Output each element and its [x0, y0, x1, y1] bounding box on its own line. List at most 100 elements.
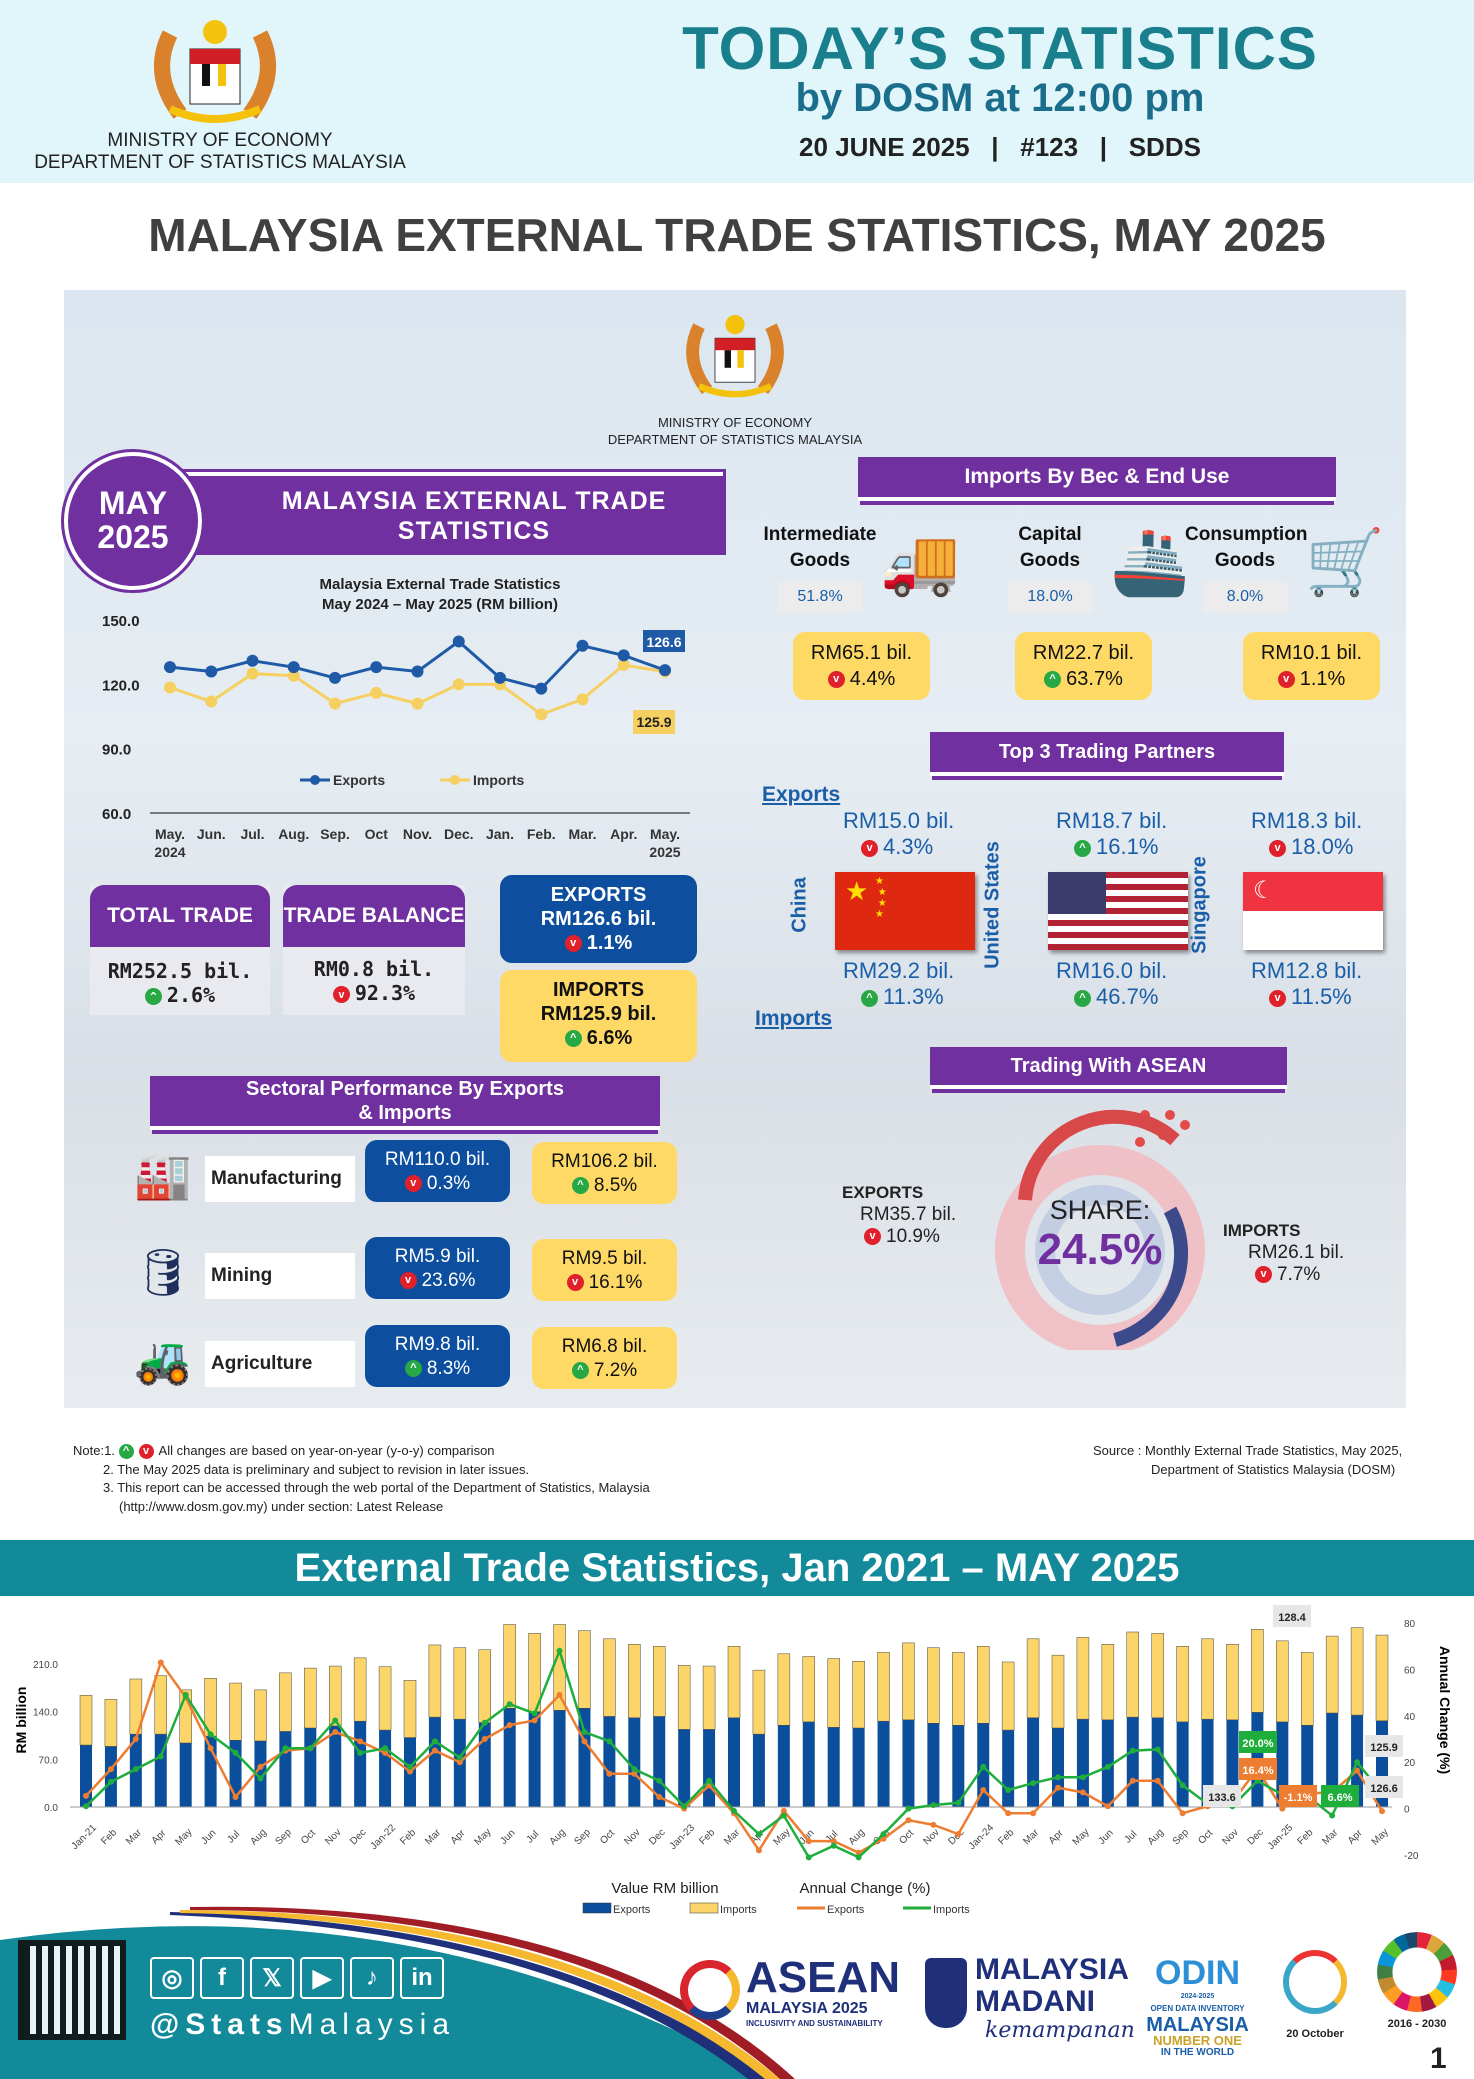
partner-import-value: RM29.2 bil. [843, 958, 955, 983]
linkedin-icon[interactable]: in [400, 1957, 444, 1999]
point-imports-change [880, 1831, 887, 1838]
arrow-down-icon: v [404, 1175, 422, 1193]
qr-code[interactable] [18, 1940, 126, 2040]
cargo-ship-icon: 🚢 [1110, 526, 1190, 598]
annotation-label: 126.6 [1370, 1783, 1398, 1795]
partner-export-change: 4.3% [883, 834, 934, 859]
badge-year: 2025 [97, 519, 169, 555]
point-imports-change [631, 1766, 638, 1773]
arrow-down-icon: v [1277, 671, 1295, 689]
point-exports-change [880, 1835, 887, 1842]
arrow-up-icon: ^ [564, 1030, 582, 1048]
point-exports-change [930, 1821, 937, 1828]
point-exports-change [506, 1722, 513, 1729]
partner-import: RM29.2 bil. ^ 11.3% [843, 958, 954, 1010]
partner-export-value: RM18.3 bil. [1251, 808, 1363, 833]
x-tick-label: Mar [423, 1827, 443, 1847]
sector-label: Agriculture [205, 1341, 355, 1387]
arrow-down-icon: v [864, 1228, 881, 1246]
point-imports-change [431, 1738, 438, 1745]
sector-import-box: RM6.8 bil. ^ 7.2% [532, 1327, 677, 1389]
sector-export-value: RM9.8 bil. [394, 1334, 481, 1355]
bar-imports [603, 1638, 616, 1717]
legend-title-value: Value RM billion [611, 1880, 718, 1897]
bec-value: RM65.1 bil. [810, 642, 913, 664]
asean-imports: IMPORTS RM26.1 bil. v 7.7% [1223, 1220, 1344, 1286]
asean-share-value: 24.5% [1037, 1225, 1163, 1274]
arrow-up-icon: ^ [404, 1360, 422, 1378]
partner-import-change: 11.3% [883, 984, 944, 1009]
asean-share-label: SHARE: [1049, 1195, 1151, 1225]
imports-last-label: 125.9 [636, 714, 671, 730]
bar-exports [1076, 1719, 1089, 1807]
point-imports-change [606, 1738, 613, 1745]
bar-exports [678, 1729, 691, 1807]
social-handle[interactable]: @StatsMalaysia [150, 2008, 455, 2042]
y-axis-label: RM billion [13, 1687, 29, 1754]
instagram-icon[interactable]: ◎ [150, 1957, 194, 1999]
bar-imports [1001, 1661, 1015, 1731]
partners-exports-label: Exports [762, 783, 841, 806]
annotation-label: 128.4 [1278, 1612, 1306, 1624]
point-exports-change [1354, 1767, 1361, 1774]
bec-value-box: RM65.1 bil. v 4.4% [793, 632, 930, 700]
point-exports-change [1104, 1803, 1111, 1810]
point-imports-change [207, 1731, 214, 1738]
youtube-icon[interactable]: ▶ [300, 1957, 344, 1999]
x-tick-label: May [772, 1827, 793, 1848]
data-point-imports [205, 695, 218, 708]
partner-import: RM16.0 bil. ^ 46.7% [1056, 958, 1167, 1010]
bar-imports [902, 1642, 915, 1721]
point-exports-change [805, 1838, 812, 1845]
x-tick-label: Jun. [197, 826, 226, 842]
legend-label: Exports [613, 1904, 651, 1916]
x-icon[interactable]: 𝕏 [250, 1957, 294, 1999]
point-exports-change [456, 1759, 463, 1766]
sector-import-value: RM9.5 bil. [561, 1248, 648, 1269]
bec-value: RM10.1 bil. [1260, 642, 1363, 664]
sdg-logo: 2016 - 2030 [1372, 1932, 1462, 2031]
arrow-down-icon: v [564, 935, 582, 953]
y2-tick-label: -20 [1404, 1851, 1419, 1862]
point-imports-change [382, 1745, 389, 1752]
partner-import-value: RM12.8 bil. [1251, 958, 1363, 983]
sector-import-change: 8.5% [593, 1175, 638, 1196]
y-tick-label: 210.0 [33, 1660, 58, 1671]
data-point-exports [287, 661, 300, 674]
facebook-icon[interactable]: f [200, 1957, 244, 1999]
exports-value: RM126.6 bil. [540, 908, 657, 930]
point-exports-change [431, 1747, 438, 1754]
x-tick-label: May [173, 1827, 194, 1848]
point-imports-change [1179, 1782, 1186, 1789]
arrow-up-icon: ^ [1074, 989, 1091, 1007]
legend-label: Imports [720, 1904, 757, 1916]
asean-banner: Trading With ASEAN [930, 1047, 1287, 1089]
bar-imports [1226, 1644, 1239, 1721]
x-tick-label: Jul [524, 1829, 541, 1846]
page-number: 1 [1430, 2042, 1447, 2075]
bar-imports [702, 1665, 716, 1730]
asean-exports-label: EXPORTS [842, 1183, 924, 1202]
note-2: 2. The May 2025 data is preliminary and … [103, 1461, 530, 1477]
bar-imports [628, 1644, 641, 1719]
month-badge: MAY 2025 [61, 449, 205, 593]
source-line-2: Department of Statistics Malaysia (DOSM) [1151, 1461, 1396, 1477]
x-tick-label: Aug. [278, 826, 309, 842]
point-imports-change [107, 1778, 114, 1785]
x-tick-label: Jan-22 [369, 1822, 399, 1852]
partner-country: United States [981, 841, 1004, 969]
note-prefix: Note:1. [73, 1443, 115, 1458]
x-tick-label: Jul. [240, 826, 264, 842]
bar-exports [503, 1708, 516, 1807]
tiktok-icon[interactable]: ♪ [350, 1957, 394, 1999]
arrow-up-icon: ^ [571, 1177, 589, 1195]
separator: | [991, 132, 999, 162]
point-imports-change [407, 1763, 413, 1770]
trade-balance-value: RM0.8 bil. [313, 957, 435, 981]
point-exports-change [631, 1770, 638, 1777]
sector-export-value: RM5.9 bil. [394, 1246, 481, 1267]
sector-export-value: RM110.0 bil. [384, 1149, 491, 1170]
x-tick-label: Feb [996, 1827, 1016, 1847]
panel-ministry: MINISTRY OF ECONOMY [657, 415, 813, 430]
bar-exports [304, 1728, 317, 1807]
